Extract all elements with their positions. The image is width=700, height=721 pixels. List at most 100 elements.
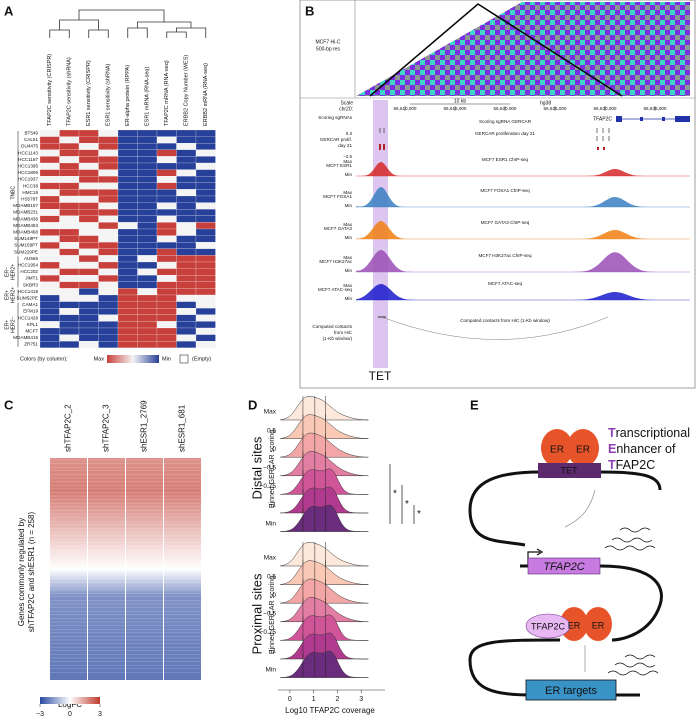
heatmap-cell xyxy=(59,321,80,329)
heatmap-cell xyxy=(195,162,216,170)
heatmap-cell xyxy=(117,169,138,177)
heatmap-cell xyxy=(98,222,119,230)
heatmap-cell xyxy=(195,129,216,137)
ridge xyxy=(280,542,369,567)
heatmap-cell xyxy=(156,215,177,223)
title-rest: ranscriptional xyxy=(616,426,690,440)
dna xyxy=(599,564,663,642)
bin-label: −0.75 xyxy=(260,483,277,490)
heatmap-cell xyxy=(195,281,216,289)
heatmap-cell xyxy=(117,308,138,315)
tick-label: 56,610,000 xyxy=(394,106,417,111)
heatmap-cell xyxy=(117,314,138,322)
row-label: SUM149PT xyxy=(14,236,38,241)
significance-mark: * xyxy=(417,509,421,520)
heatmap-cell xyxy=(78,156,99,164)
rna xyxy=(604,545,656,551)
heatmap-cell xyxy=(176,215,197,223)
heatmap-cell xyxy=(156,222,177,230)
heatmap-cell xyxy=(195,143,216,150)
heatmap-column xyxy=(88,458,125,680)
heatmap-cell xyxy=(195,294,216,302)
heatmap-cell xyxy=(117,228,138,236)
heatmap-cell xyxy=(195,321,216,329)
heatmap-cell xyxy=(117,195,138,203)
row-label: MDAMB157 xyxy=(13,203,38,208)
track-title: Scoring sgRNA GERCAR xyxy=(479,119,532,124)
heatmap-cell xyxy=(39,308,60,315)
heatmap-cell xyxy=(59,182,80,190)
tick-label: 56,620,000 xyxy=(494,106,517,111)
heatmap-cell xyxy=(39,182,60,190)
heatmap-cell xyxy=(98,281,119,289)
title-rest: nhancer of xyxy=(616,442,676,456)
row-label: AU565 xyxy=(24,256,38,261)
heatmap-cell xyxy=(195,341,216,348)
track-min: Min xyxy=(345,172,353,177)
title-initial: E xyxy=(608,442,616,456)
heatmap-cell xyxy=(176,129,197,137)
dendrogram xyxy=(49,9,207,38)
heatmap-cell xyxy=(137,321,158,329)
heatmap-cell xyxy=(195,327,216,335)
heatmap-cell xyxy=(195,156,216,164)
heatmap-cell xyxy=(98,176,119,183)
heatmap-cell xyxy=(117,242,138,249)
heatmap-cell xyxy=(176,222,197,230)
track-title: GERCAR proliferation day 21 xyxy=(475,131,535,136)
track-title: Computed contacts from HiC (1-Kb window) xyxy=(460,318,550,323)
heatmap-cell xyxy=(156,129,177,137)
title-line: TFAP2C xyxy=(608,458,655,472)
heatmap-cell xyxy=(137,314,158,322)
group-label: ER+ xyxy=(4,320,10,330)
heatmap-cell xyxy=(195,228,216,236)
signal-track xyxy=(356,284,690,300)
bin-label: 0 xyxy=(272,446,276,453)
row-label: KPL1 xyxy=(27,322,39,327)
heatmap-cell xyxy=(39,281,60,289)
heatmap-cell xyxy=(39,195,60,203)
heatmap-cell xyxy=(137,143,158,150)
heatmap-cell xyxy=(59,235,80,243)
rna xyxy=(619,527,651,533)
signal-track xyxy=(356,162,690,176)
y-axis-label: shTFAP2C and shESR1 (n = 258) xyxy=(27,512,36,633)
heatmap-cell xyxy=(39,129,60,137)
heatmap-cell xyxy=(59,169,80,177)
heatmap-cell xyxy=(137,209,158,216)
gene-model xyxy=(616,116,690,122)
row-label: SUM229PE xyxy=(14,249,38,254)
track-max: Max xyxy=(343,222,352,227)
heatmap-cell xyxy=(39,169,60,177)
row-label: MDAMB468 xyxy=(13,230,38,235)
column-label: shESR1_2769 xyxy=(140,400,149,452)
track-min: Min xyxy=(345,203,353,208)
heatmap-cell xyxy=(78,275,99,282)
track-name: (1-Kb window) xyxy=(323,336,353,341)
panel-label: C xyxy=(4,397,14,412)
heatmap-cell xyxy=(156,202,177,210)
heatmap-cell xyxy=(176,228,197,236)
row-label: HCC1806 xyxy=(18,170,39,175)
bin-label: 0 xyxy=(272,592,276,599)
column-label: ER-alpha protein (RPPA) xyxy=(125,65,131,126)
heatmap-cell xyxy=(98,294,119,302)
heatmap-cell xyxy=(78,288,99,296)
heatmap-cell xyxy=(78,255,99,263)
heatmap-cell xyxy=(156,288,177,296)
heatmap-cell xyxy=(117,294,138,302)
heatmap-cell xyxy=(137,202,158,210)
heatmap-cell xyxy=(137,228,158,236)
heatmap-cell xyxy=(176,169,197,177)
heatmap-cell xyxy=(78,248,99,256)
row-label: MDAMB415 xyxy=(13,335,38,340)
heatmap-cell xyxy=(176,281,197,289)
heatmap-cell xyxy=(137,327,158,335)
heatmap-cell xyxy=(156,182,177,190)
track-name: Scoring sgRNAs xyxy=(318,115,352,120)
heatmap-cell xyxy=(137,215,158,223)
heatmap-cell xyxy=(98,228,119,236)
heatmap-cell xyxy=(195,195,216,203)
track-max: Max xyxy=(343,283,352,288)
